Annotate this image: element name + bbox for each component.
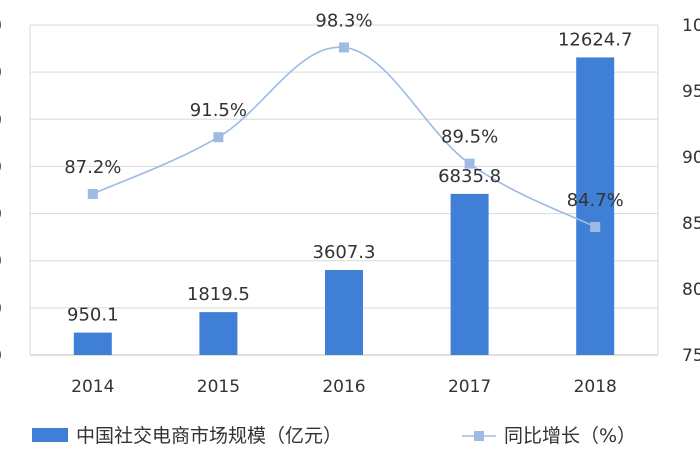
right-tick-label: 90 xyxy=(682,148,700,168)
right-tick-label: 85 xyxy=(682,214,700,234)
x-tick-label: 2015 xyxy=(197,377,240,397)
right-axis-ticks: 75 80 85 90 95 100 xyxy=(682,16,700,366)
right-tick-label: 80 xyxy=(682,280,700,300)
bar xyxy=(450,193,489,355)
left-tick-label: 2000 xyxy=(0,299,2,319)
legend-line-label: 同比增长（%） xyxy=(504,425,636,447)
right-tick-label: 95 xyxy=(682,82,700,102)
bar-value-label: 1819.5 xyxy=(187,284,250,305)
left-tick-label: 12000 xyxy=(0,63,2,83)
bar-value-label: 12624.7 xyxy=(558,29,632,50)
right-tick-label: 75 xyxy=(682,346,700,366)
line-series xyxy=(87,42,601,232)
growth-value-label: 84.7% xyxy=(567,190,624,211)
left-tick-label: 6000 xyxy=(0,205,2,225)
bar xyxy=(325,269,363,355)
bar xyxy=(73,332,112,355)
bar-series xyxy=(73,57,615,355)
bar-value-label: 950.1 xyxy=(67,305,119,326)
left-tick-label: 14000 xyxy=(0,16,2,36)
bar xyxy=(199,312,238,355)
bar-value-label: 3607.3 xyxy=(313,242,376,263)
left-axis-ticks: 0 2000 4000 6000 8000 10000 12000 14000 xyxy=(0,16,2,366)
x-axis-ticks: 2014 2015 2016 2017 2018 xyxy=(71,377,617,397)
left-tick-label: 4000 xyxy=(0,252,2,272)
x-tick-label: 2018 xyxy=(574,377,617,397)
line-point xyxy=(213,132,224,143)
legend-bar-swatch xyxy=(32,428,68,442)
legend-bar-label: 中国社交电商市场规模（亿元） xyxy=(76,425,342,447)
growth-value-label: 89.5% xyxy=(441,127,498,148)
left-tick-label: 0 xyxy=(0,346,2,366)
line-point xyxy=(590,221,601,232)
growth-value-label: 91.5% xyxy=(190,100,247,121)
left-tick-label: 10000 xyxy=(0,110,2,130)
growth-line xyxy=(92,46,596,228)
legend-line-marker xyxy=(474,431,484,441)
line-point xyxy=(87,188,98,199)
bar xyxy=(576,57,615,355)
bar-value-label: 6835.8 xyxy=(438,166,501,187)
x-tick-label: 2017 xyxy=(448,377,491,397)
line-point xyxy=(464,158,475,169)
grid-lines xyxy=(30,24,658,309)
growth-value-label: 98.3% xyxy=(315,10,372,31)
left-tick-label: 8000 xyxy=(0,157,2,177)
x-tick-label: 2014 xyxy=(71,377,114,397)
growth-value-label: 87.2% xyxy=(64,157,121,178)
legend: 中国社交电商市场规模（亿元） 同比增长（%） xyxy=(32,425,636,447)
x-tick-label: 2016 xyxy=(322,377,365,397)
line-point xyxy=(339,42,349,53)
data-labels: 950.1 1819.5 3607.3 6835.8 12624.7 87.2% 91.5%… xyxy=(64,10,632,325)
right-tick-label: 100 xyxy=(682,16,700,36)
